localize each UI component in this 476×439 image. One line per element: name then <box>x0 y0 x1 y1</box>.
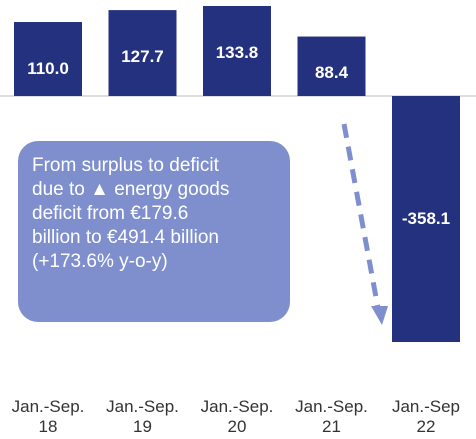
data-label-3: 88.4 <box>315 63 349 82</box>
data-label-4: -358.1 <box>402 209 450 228</box>
annotation-callout: From surplus to deficit due to ▲ energy … <box>18 141 290 322</box>
data-label-1: 127.7 <box>121 47 164 66</box>
bar-0 <box>14 22 82 96</box>
trend-arrow-head <box>371 306 388 325</box>
data-label-2: 133.8 <box>216 43 259 62</box>
bars-group: 110.0 127.7 133.8 88.4 -358.1 <box>14 6 460 342</box>
tick-label-4: Jan.-Sep 22 <box>392 397 460 436</box>
x-axis-ticks: Jan.-Sep. 18 Jan.-Sep. 19 Jan.-Sep. 20 Jan.-Se… <box>12 397 460 436</box>
trend-arrow-line <box>341 123 381 309</box>
bar-1 <box>108 10 177 96</box>
data-label-0: 110.0 <box>27 59 69 78</box>
trend-arrow <box>341 123 388 325</box>
tick-label-3: Jan.-Sep. 21 <box>295 397 368 436</box>
bar-4 <box>392 96 460 342</box>
bar-2 <box>203 6 271 96</box>
tick-label-1: Jan.-Sep. 19 <box>106 397 179 436</box>
bar-3 <box>297 36 366 96</box>
tick-label-2: Jan.-Sep. 20 <box>201 397 274 436</box>
tick-label-0: Jan.-Sep. 18 <box>12 397 85 436</box>
